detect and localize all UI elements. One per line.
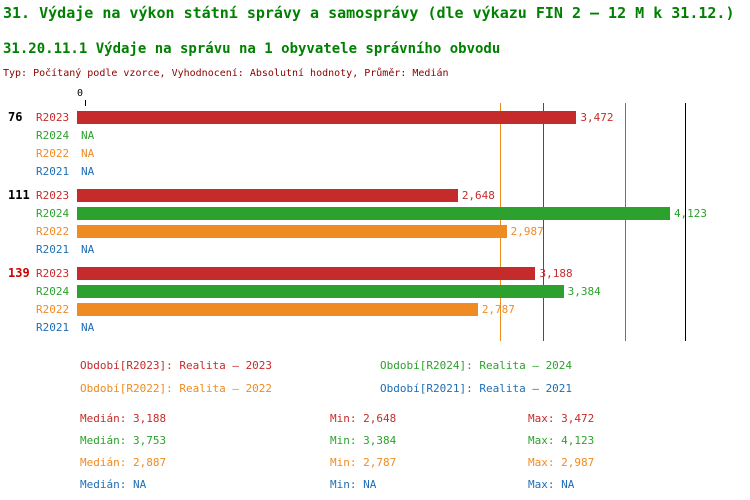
stat-max-R2021: Max: NA xyxy=(528,478,575,491)
chart-rows: 76 R2023 3,472 R2024 NA R2022 NA R2021 NA 111 R202… xyxy=(0,108,750,342)
series-label: R2021 xyxy=(36,320,70,334)
bar-value-label: 3,384 xyxy=(567,284,601,298)
bar-value-label: 2,987 xyxy=(510,224,544,238)
bar-area: NA xyxy=(77,144,677,162)
bar-area: NA xyxy=(77,318,677,336)
bar-area: NA xyxy=(77,162,677,180)
stat-min-R2021: Min: NA xyxy=(330,478,377,491)
bar-row: R2021 NA xyxy=(0,318,750,336)
legend-item-R2024: Období[R2024]: Realita – 2024 xyxy=(380,359,573,372)
bar-row: 76 R2023 3,472 xyxy=(0,108,750,126)
series-label: R2023 xyxy=(36,188,70,202)
bar-value-label: NA xyxy=(81,320,95,334)
bar-row: R2024 4,123 xyxy=(0,204,750,222)
legend-item-R2022: Období[R2022]: Realita – 2022 xyxy=(80,382,273,395)
bar-area: 3,384 xyxy=(77,282,677,300)
bar-area: 2,648 xyxy=(77,186,677,204)
series-label: R2024 xyxy=(36,206,70,220)
legend-item-R2023: Období[R2023]: Realita – 2023 xyxy=(80,359,273,372)
stat-median-R2024: Medián: 3,753 xyxy=(80,434,167,447)
stat-min-R2023: Min: 2,648 xyxy=(330,412,397,425)
series-label: R2021 xyxy=(36,242,70,256)
bar-R2023 xyxy=(77,266,536,280)
ref-line-axis-max xyxy=(685,103,686,341)
bar-area: NA xyxy=(77,126,677,144)
stats-row-R2022: Medián: 2,887 Min: 2,787 Max: 2,987 xyxy=(0,456,750,471)
bar-group: 139 R2023 3,188 R2024 3,384 R2022 2,787 R2021 NA xyxy=(0,264,750,336)
ref-line-median-2023 xyxy=(543,103,545,341)
series-label: R2023 xyxy=(36,110,70,124)
series-label: R2022 xyxy=(36,224,70,238)
bar-row: R2024 NA xyxy=(0,126,750,144)
bar-value-label: 2,648 xyxy=(461,188,495,202)
bar-row: 139 R2023 3,188 xyxy=(0,264,750,282)
bar-R2022 xyxy=(77,224,507,238)
stat-median-R2023: Medián: 3,188 xyxy=(80,412,167,425)
stat-max-R2023: Max: 3,472 xyxy=(528,412,595,425)
bar-value-label: 2,787 xyxy=(481,302,515,316)
series-label: R2022 xyxy=(36,302,70,316)
ref-line-median-2022 xyxy=(500,103,502,341)
stats-table: Medián: 3,188 Min: 2,648 Max: 3,472 Medián:… xyxy=(0,412,750,500)
stats-row-R2021: Medián: NA Min: NA Max: NA xyxy=(0,478,750,493)
bar-group: 111 R2023 2,648 R2024 4,123 R2022 2,987 R2021 NA xyxy=(0,186,750,258)
bar-area: 3,188 xyxy=(77,264,677,282)
stat-max-R2022: Max: 2,987 xyxy=(528,456,595,469)
bar-area: 4,123 xyxy=(77,204,707,222)
series-label: R2023 xyxy=(36,266,70,280)
stats-row-R2023: Medián: 3,188 Min: 2,648 Max: 3,472 xyxy=(0,412,750,427)
bar-area: NA xyxy=(77,240,677,258)
stats-row-R2024: Medián: 3,753 Min: 3,384 Max: 4,123 xyxy=(0,434,750,449)
bar-row: 111 R2023 2,648 xyxy=(0,186,750,204)
bar-value-label: NA xyxy=(81,146,95,160)
stat-median-R2021: Medián: NA xyxy=(80,478,147,491)
bar-area: 3,472 xyxy=(77,108,677,126)
bar-value-label: NA xyxy=(81,242,95,256)
bar-R2024 xyxy=(77,284,564,298)
bar-R2023 xyxy=(77,188,458,202)
report-title: 31. Výdaje na výkon státní správy a samo… xyxy=(3,4,735,22)
indicator-meta-line: Typ: Počítaný podle vzorce, Vyhodnocení:… xyxy=(3,68,449,79)
bar-group: 76 R2023 3,472 R2024 NA R2022 NA R2021 NA xyxy=(0,108,750,180)
bar-area: 2,987 xyxy=(77,222,677,240)
bar-value-label: 3,472 xyxy=(580,110,614,124)
series-label: R2024 xyxy=(36,128,70,142)
legend: Období[R2023]: Realita – 2023 Období[R202… xyxy=(0,359,750,397)
bar-area: 2,787 xyxy=(77,300,677,318)
group-label: 139 xyxy=(8,266,30,280)
bar-chart: 0 76 R2023 3,472 R2024 NA R2022 NA R2021 NA 111 R2… xyxy=(0,88,750,348)
bar-row: R2024 3,384 xyxy=(0,282,750,300)
bar-value-label: NA xyxy=(81,128,95,142)
bar-R2023 xyxy=(77,110,577,124)
series-label: R2024 xyxy=(36,284,70,298)
x-axis-origin-label: 0 xyxy=(76,88,83,99)
bar-value-label: 3,188 xyxy=(539,266,573,280)
series-label: R2021 xyxy=(36,164,70,178)
ref-line-median-2024 xyxy=(624,103,626,341)
stat-max-R2024: Max: 4,123 xyxy=(528,434,595,447)
x-axis-tick xyxy=(85,100,86,106)
bar-R2024 xyxy=(77,206,670,220)
group-label: 76 xyxy=(8,110,23,124)
series-label: R2022 xyxy=(36,146,70,160)
bar-value-label: 4,123 xyxy=(673,206,708,220)
bar-R2022 xyxy=(77,302,478,316)
bar-row: R2021 NA xyxy=(0,240,750,258)
bar-row: R2022 NA xyxy=(0,144,750,162)
bar-row: R2022 2,987 xyxy=(0,222,750,240)
stat-min-R2024: Min: 3,384 xyxy=(330,434,397,447)
bar-row: R2021 NA xyxy=(0,162,750,180)
stat-min-R2022: Min: 2,787 xyxy=(330,456,397,469)
indicator-subtitle: 31.20.11.1 Výdaje na správu na 1 obyvate… xyxy=(3,41,501,57)
bar-value-label: NA xyxy=(81,164,95,178)
stat-median-R2022: Medián: 2,887 xyxy=(80,456,167,469)
group-label: 111 xyxy=(8,188,30,202)
bar-row: R2022 2,787 xyxy=(0,300,750,318)
legend-item-R2021: Období[R2021]: Realita – 2021 xyxy=(380,382,573,395)
